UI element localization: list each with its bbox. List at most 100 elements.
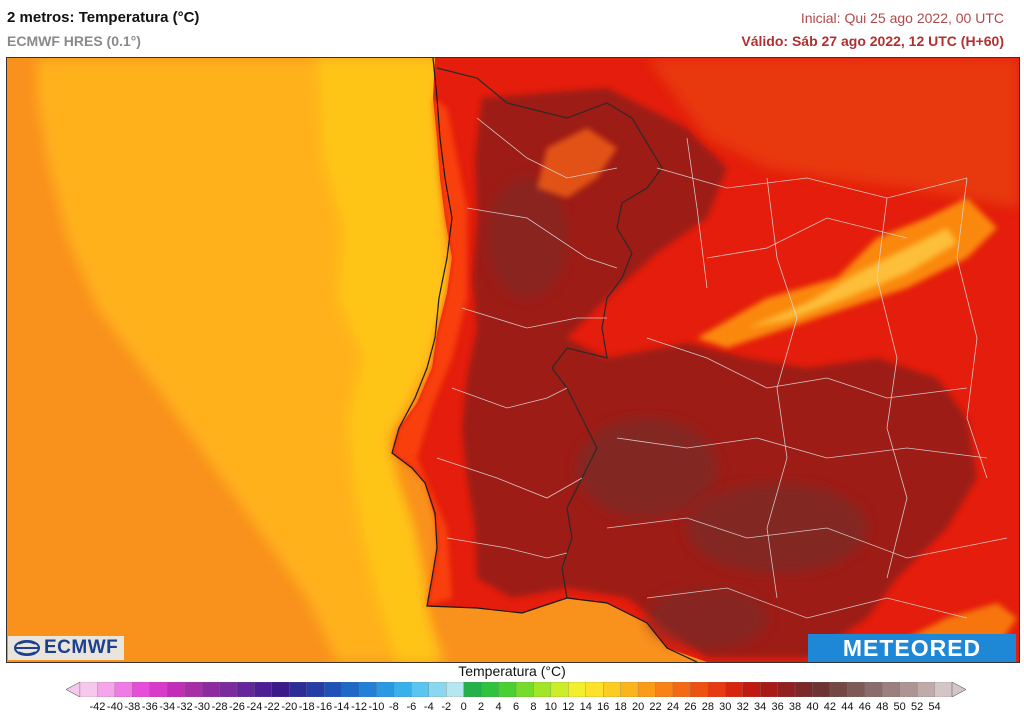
- central-system: [697, 198, 997, 348]
- scale-tick-label: -4: [423, 701, 434, 713]
- scale-swatch: [411, 682, 430, 697]
- scale-swatch: [864, 682, 883, 697]
- scale-tick-label: -18: [298, 701, 315, 713]
- temperature-map[interactable]: [6, 57, 1020, 663]
- scale-swatch: [603, 682, 622, 697]
- scale-swatch: [585, 682, 604, 697]
- scale-swatch: [428, 682, 447, 697]
- scale-tick-label: 48: [876, 701, 889, 713]
- scale-tick-label: 6: [512, 701, 520, 713]
- scale-tick-label: 34: [754, 701, 767, 713]
- scale-tick-label: 38: [788, 701, 802, 713]
- scale-swatch: [254, 682, 273, 697]
- scale-swatch: [271, 682, 290, 697]
- scale-swatch: [358, 682, 377, 697]
- ecmwf-logo-text: ECMWF: [44, 637, 119, 658]
- scale-arrow-left: [66, 682, 81, 697]
- coastal-strip: [392, 98, 467, 606]
- scale-tick-label: 54: [928, 701, 941, 713]
- scale-tick-label: 50: [893, 701, 906, 713]
- ecmwf-logo: ECMWF: [8, 636, 125, 660]
- scale-tick-label: 10: [544, 701, 557, 713]
- scale-tick-label: 0: [460, 701, 467, 713]
- scale-tick-label: 44: [841, 701, 854, 713]
- run-initial-time: Inicial: Qui 25 ago 2022, 00 UTC: [800, 10, 1004, 26]
- scale-swatch: [79, 682, 98, 697]
- scale-swatch: [655, 682, 674, 697]
- scale-swatch: [446, 682, 465, 697]
- scale-tick-label: 42: [823, 701, 837, 713]
- scale-tick-label: -10: [368, 701, 385, 713]
- scale-tick-label: -14: [333, 701, 350, 713]
- scale-swatch: [533, 682, 552, 697]
- regional-borders: [436, 117, 1008, 619]
- scale-swatch: [934, 682, 953, 697]
- scale-swatch: [376, 682, 395, 697]
- country-border: [436, 67, 663, 599]
- scale-swatch: [725, 682, 744, 697]
- scale-swatch: [899, 682, 918, 697]
- scale-tick-label: 16: [597, 701, 610, 713]
- scale-tick-label: 20: [631, 701, 645, 713]
- scale-tick-label: 12: [562, 701, 575, 713]
- scale-swatch: [306, 682, 325, 697]
- scale-tick-label: 26: [684, 701, 697, 713]
- scale-tick-label: 30: [719, 701, 732, 713]
- scale-tick-label: -32: [176, 701, 193, 713]
- scale-swatch: [550, 682, 569, 697]
- scale-swatch: [167, 682, 186, 697]
- extreme-patch: [577, 418, 717, 518]
- scale-swatch: [201, 682, 220, 697]
- scale-swatch: [637, 682, 656, 697]
- valid-time: Válido: Sáb 27 ago 2022, 12 UTC (H+60): [741, 33, 1004, 49]
- scale-tick-label: -40: [106, 701, 123, 713]
- scale-swatch: [760, 682, 779, 697]
- scale-swatch: [480, 682, 500, 697]
- scale-tick-label: -28: [211, 701, 228, 713]
- scale-tick-label: -26: [229, 701, 245, 713]
- scale-swatch: [916, 682, 936, 697]
- scale-swatch: [184, 682, 203, 697]
- north-band: [647, 58, 1019, 208]
- model-label: ECMWF HRES (0.1°): [7, 33, 141, 49]
- ecmwf-emblem-icon: [14, 640, 40, 656]
- scale-swatch: [236, 682, 255, 697]
- scale-swatch: [707, 682, 726, 697]
- scale-swatch: [289, 682, 308, 697]
- scale-tick-label: -2: [441, 701, 452, 713]
- scale-tick-label: 24: [666, 701, 680, 713]
- legend-title: Temperatura (°C): [458, 663, 566, 679]
- scale-tick-label: -34: [159, 701, 176, 713]
- scale-tick-label: 36: [771, 701, 784, 713]
- scale-tick-label: 28: [701, 701, 714, 713]
- scale-swatch: [882, 682, 901, 697]
- scale-tick-label: 32: [736, 701, 749, 713]
- scale-swatch: [132, 682, 151, 697]
- scale-tick-label: -22: [263, 701, 280, 713]
- north-mountains: [537, 128, 617, 198]
- scale-tick-label: 18: [614, 701, 627, 713]
- scale-swatch: [620, 682, 639, 697]
- scale-tick-label: -36: [141, 701, 158, 713]
- scale-tick-label: 14: [579, 701, 592, 713]
- scale-tick-label: 2: [478, 701, 485, 713]
- scale-swatch: [498, 682, 517, 697]
- scale-swatch: [341, 682, 360, 697]
- scale-tick-label: -8: [389, 701, 399, 713]
- extreme-patch: [687, 483, 867, 573]
- scale-swatch: [149, 682, 168, 697]
- scale-swatch: [672, 682, 691, 697]
- scale-tick-label: -16: [316, 701, 333, 713]
- scale-swatch: [794, 682, 813, 697]
- scale-tick-label: 40: [806, 701, 819, 713]
- ocean-coastal: [317, 58, 447, 662]
- scale-swatch: [690, 682, 709, 697]
- coastline: [391, 58, 698, 662]
- scale-tick-label: -42: [89, 701, 106, 713]
- scale-arrow-right: [951, 682, 966, 697]
- extreme-patch: [487, 178, 567, 298]
- scale-tick-label: -30: [194, 701, 211, 713]
- scale-swatch: [393, 682, 412, 697]
- scale-swatch: [742, 682, 761, 697]
- scale-tick-label: 4: [495, 701, 502, 713]
